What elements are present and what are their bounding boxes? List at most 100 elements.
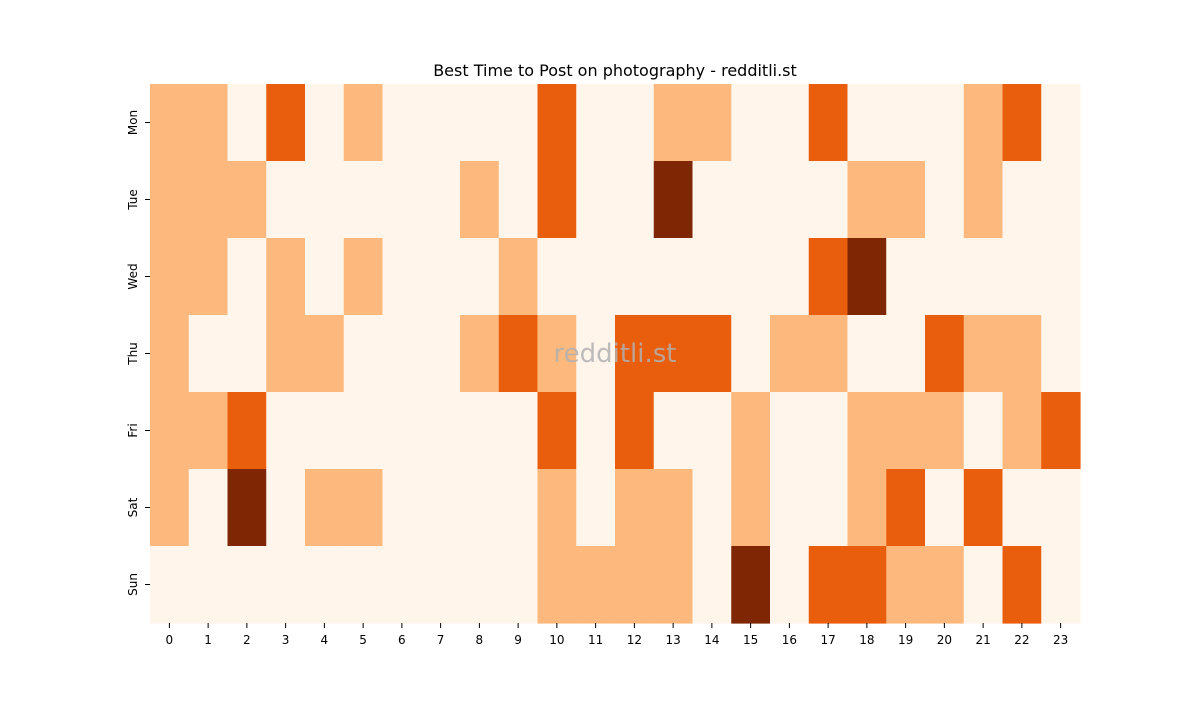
- heatmap-cell-tue-20: [925, 161, 965, 239]
- heatmap-cell-thu-19: [886, 315, 926, 393]
- heatmap-cell-sun-11: [576, 546, 616, 624]
- heatmap-cell-tue-10: [537, 161, 577, 239]
- heatmap-cell-sat-11: [576, 469, 616, 547]
- heatmap-cell-fri-2: [227, 392, 267, 470]
- heatmap-cell-fri-15: [731, 392, 771, 470]
- heatmap-cell-sat-4: [305, 469, 345, 547]
- heatmap-cell-thu-6: [382, 315, 422, 393]
- heatmap-cell-sun-1: [188, 546, 229, 624]
- chart-title: Best Time to Post on photography - reddi…: [433, 61, 797, 80]
- x-tick-label-14: 14: [704, 633, 719, 647]
- heatmap-cell-fri-8: [460, 392, 500, 470]
- heatmap-cell-thu-12: [615, 315, 655, 393]
- heatmap-cell-sat-17: [808, 469, 849, 547]
- heatmap-cell-mon-11: [576, 84, 616, 162]
- heatmap-cell-thu-7: [421, 315, 461, 393]
- heatmap-cell-sun-2: [227, 546, 267, 624]
- heatmap-cell-wed-2: [227, 238, 267, 316]
- heatmap-cell-sun-10: [537, 546, 577, 624]
- x-tick-label-16: 16: [782, 633, 797, 647]
- heatmap-cell-sun-15: [731, 546, 771, 624]
- y-tick-label-thu: Thu: [126, 342, 140, 366]
- x-tick-label-11: 11: [588, 633, 603, 647]
- heatmap-cell-mon-2: [227, 84, 267, 162]
- heatmap-cell-mon-4: [305, 84, 345, 162]
- heatmap-cell-fri-18: [847, 392, 887, 470]
- heatmap-cell-mon-17: [808, 84, 849, 162]
- heatmap-cell-sun-3: [266, 546, 306, 624]
- heatmap-cell-tue-19: [886, 161, 926, 239]
- heatmap-cell-sat-19: [886, 469, 926, 547]
- x-tick-label-3: 3: [282, 633, 290, 647]
- heatmap-cell-tue-1: [188, 161, 229, 239]
- heatmap-cell-tue-3: [266, 161, 306, 239]
- heatmap-cell-wed-11: [576, 238, 616, 316]
- y-tick-label-tue: Tue: [126, 189, 140, 211]
- y-tick-label-wed: Wed: [126, 263, 140, 289]
- heatmap-cell-sat-12: [615, 469, 655, 547]
- heatmap-cell-fri-17: [808, 392, 849, 470]
- heatmap-cell-mon-22: [1002, 84, 1042, 162]
- heatmap-cell-thu-23: [1041, 315, 1081, 393]
- heatmap-cell-wed-19: [886, 238, 926, 316]
- heatmap-cell-mon-3: [266, 84, 306, 162]
- heatmap-cell-sun-18: [847, 546, 887, 624]
- heatmap-cell-wed-1: [188, 238, 229, 316]
- heatmap-cell-thu-18: [847, 315, 887, 393]
- heatmap-cell-tue-2: [227, 161, 267, 239]
- heatmap-cell-tue-13: [653, 161, 694, 239]
- x-tick-label-9: 9: [514, 633, 522, 647]
- heatmap-cell-sat-10: [537, 469, 577, 547]
- heatmap-cell-tue-5: [343, 161, 384, 239]
- heatmap-cell-fri-1: [188, 392, 229, 470]
- heatmap-cell-sun-14: [692, 546, 732, 624]
- heatmap-cell-thu-22: [1002, 315, 1042, 393]
- heatmap-cell-fri-3: [266, 392, 306, 470]
- heatmap-cell-sat-21: [963, 469, 1004, 547]
- heatmap-cell-tue-6: [382, 161, 422, 239]
- heatmap-cell-sun-5: [343, 546, 384, 624]
- heatmap-cell-thu-21: [963, 315, 1004, 393]
- heatmap-cell-sat-14: [692, 469, 732, 547]
- heatmap-cell-thu-13: [653, 315, 694, 393]
- heatmap-cell-sat-13: [653, 469, 694, 547]
- heatmap-cell-tue-22: [1002, 161, 1042, 239]
- heatmap-cell-sat-15: [731, 469, 771, 547]
- heatmap-cell-mon-13: [653, 84, 694, 162]
- heatmap-cell-wed-22: [1002, 238, 1042, 316]
- x-tick-label-2: 2: [243, 633, 251, 647]
- heatmap-cell-wed-21: [963, 238, 1004, 316]
- heatmap-cell-sun-6: [382, 546, 422, 624]
- y-tick-label-fri: Fri: [126, 423, 140, 437]
- heatmap-cell-tue-8: [460, 161, 500, 239]
- heatmap-cell-thu-14: [692, 315, 732, 393]
- heatmap-cell-sun-17: [808, 546, 849, 624]
- heatmap-cell-sun-4: [305, 546, 345, 624]
- heatmap-cell-mon-16: [770, 84, 810, 162]
- heatmap-cell-sat-22: [1002, 469, 1042, 547]
- heatmap-cell-wed-15: [731, 238, 771, 316]
- heatmap-cell-mon-9: [498, 84, 539, 162]
- heatmap-cell-sat-16: [770, 469, 810, 547]
- heatmap-cell-thu-15: [731, 315, 771, 393]
- heatmap-cell-wed-6: [382, 238, 422, 316]
- x-tick-label-10: 10: [549, 633, 564, 647]
- x-tick-label-23: 23: [1053, 633, 1068, 647]
- heatmap-cell-tue-15: [731, 161, 771, 239]
- heatmap-cell-sun-21: [963, 546, 1004, 624]
- heatmap-cell-sun-7: [421, 546, 461, 624]
- x-tick-label-19: 19: [898, 633, 913, 647]
- heatmap-cell-tue-16: [770, 161, 810, 239]
- x-tick-label-8: 8: [476, 633, 484, 647]
- x-axis: 0 1 2 3 4 5 6 7 8 9 10 11 12 13 14 15 16 17 18 19 20 21 22 23: [166, 623, 1068, 647]
- heatmap-cell-mon-19: [886, 84, 926, 162]
- x-tick-label-15: 15: [743, 633, 758, 647]
- heatmap-cell-wed-12: [615, 238, 655, 316]
- heatmap-cell-sat-0: [150, 469, 190, 547]
- heatmap-cell-mon-14: [692, 84, 732, 162]
- heatmap-cell-fri-7: [421, 392, 461, 470]
- heatmap-cell-sun-20: [925, 546, 965, 624]
- heatmap-cell-sat-8: [460, 469, 500, 547]
- heatmap-cell-sun-22: [1002, 546, 1042, 624]
